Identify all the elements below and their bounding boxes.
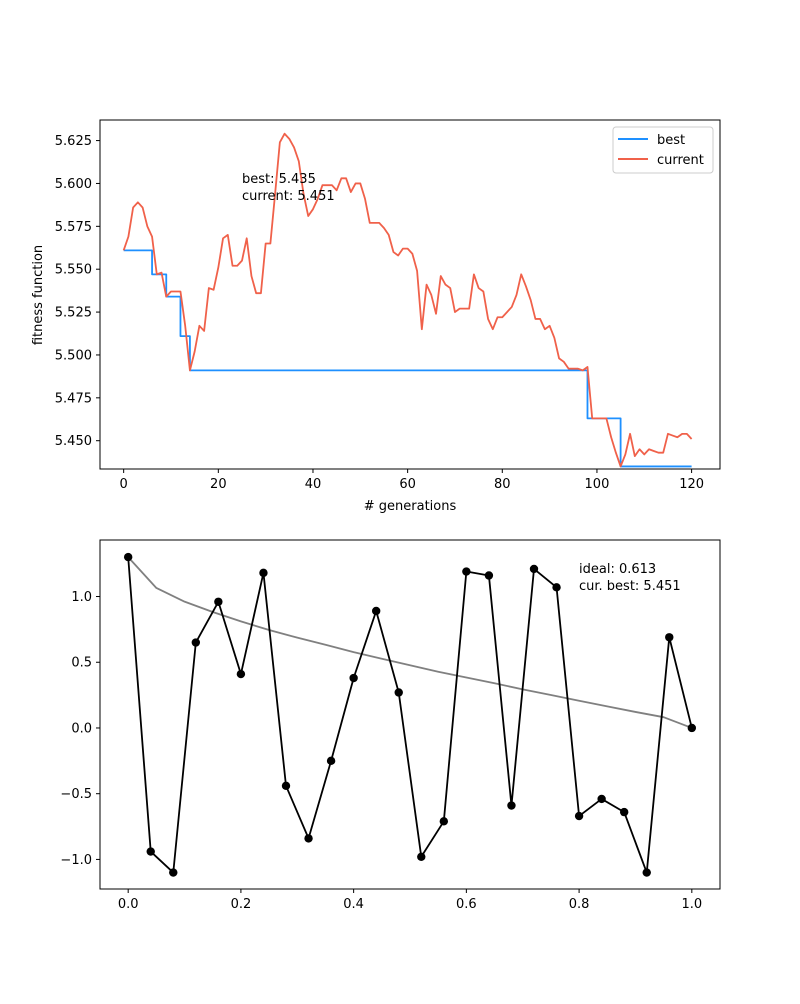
- curve-x-tick-label: 0.2: [231, 897, 252, 912]
- curve-point: [642, 868, 651, 877]
- fitness-x-tick-label: 120: [679, 477, 704, 492]
- curve-annotation-ideal: ideal: 0.613: [579, 562, 656, 577]
- curve-y-tick-label: −0.5: [60, 787, 92, 802]
- fitness-x-tick-label: 0: [120, 477, 128, 492]
- fitness-y-tick-label: 5.600: [55, 177, 92, 192]
- fitness-chart: 0 20 40 60 80 100 120 5.450 5.475 5.500 5.525 5.550…: [31, 119, 721, 514]
- fitness-x-tick-label: 40: [305, 477, 322, 492]
- x-axis-label: # generations: [364, 499, 457, 514]
- curve-point: [439, 817, 449, 826]
- fitness-y-tick-label: 5.625: [55, 134, 92, 149]
- curve-point: [191, 638, 201, 647]
- legend-label-current: current: [657, 153, 704, 168]
- curve-point: [326, 756, 336, 766]
- curve-chart: 0.0 0.2 0.4 0.6 0.8 1.0 −1.0 −0.5 0.0 0.5 1.0 idea…: [60, 539, 721, 912]
- legend-label-best: best: [657, 133, 685, 148]
- curve-point: [371, 606, 381, 616]
- curve-point: [281, 781, 291, 791]
- curve-point: [687, 723, 697, 733]
- legend: best current: [612, 126, 714, 174]
- curve-point: [529, 564, 539, 574]
- curve-point: [146, 847, 155, 856]
- y-axis-label: fitness function: [31, 245, 46, 345]
- curve-y-tick-label: 0.5: [71, 656, 92, 671]
- fitness-best-line: [123, 249, 692, 468]
- curve-point: [394, 688, 403, 697]
- fitness-y-tick-label: 5.475: [55, 391, 92, 406]
- curve-point: [123, 552, 133, 562]
- curve-y-tick-label: 0.0: [71, 721, 92, 736]
- fitness-annotation-best: best: 5.435: [242, 172, 316, 187]
- fitness-series-group: [122, 132, 693, 468]
- curve-x-tick-label: 1.0: [681, 897, 702, 912]
- fitness-x-tick-label: 20: [210, 477, 227, 492]
- curve-point: [236, 669, 246, 679]
- curve-plot-frame: [99, 539, 721, 890]
- curve-point: [462, 567, 471, 576]
- curve-point: [214, 597, 223, 606]
- curve-x-tick-label: 0.4: [343, 897, 364, 912]
- curve-point: [259, 568, 268, 578]
- curve-solution-line: [127, 557, 693, 874]
- curve-axis-ticks: 0.0 0.2 0.4 0.6 0.8 1.0 −1.0 −0.5 0.0 0.5 1.0: [60, 590, 702, 912]
- fitness-current-line: [122, 132, 693, 468]
- curve-annotation-best: cur. best: 5.451: [579, 579, 681, 594]
- curve-point: [665, 633, 674, 642]
- curve-point: [619, 807, 629, 817]
- curve-series-group: [123, 552, 697, 877]
- fitness-plot-frame: [99, 119, 721, 470]
- curve-point: [597, 794, 606, 804]
- curve-x-tick-label: 0.0: [118, 897, 139, 912]
- curve-x-tick-label: 0.6: [456, 897, 477, 912]
- curve-x-tick-label: 0.8: [569, 897, 590, 912]
- fitness-axis-ticks: 0 20 40 60 80 100 120 5.450 5.475 5.500 5.525 5.550…: [55, 134, 704, 492]
- curve-point: [574, 811, 584, 821]
- fitness-x-tick-label: 60: [399, 477, 416, 492]
- fitness-y-tick-label: 5.450: [55, 434, 92, 449]
- fitness-y-tick-label: 5.575: [55, 220, 92, 235]
- fitness-x-tick-label: 80: [494, 477, 511, 492]
- fitness-y-tick-label: 5.525: [55, 306, 92, 321]
- curve-y-tick-label: 1.0: [71, 590, 92, 605]
- curve-point: [417, 852, 426, 861]
- curve-point: [552, 583, 561, 592]
- curve-point: [507, 801, 516, 810]
- fitness-annotation-current: current: 5.451: [242, 189, 335, 204]
- curve-point: [304, 834, 313, 843]
- fitness-y-tick-label: 5.500: [55, 348, 92, 363]
- curve-y-tick-label: −1.0: [60, 853, 92, 868]
- curve-point: [484, 571, 494, 580]
- fitness-y-tick-label: 5.550: [55, 263, 92, 278]
- curve-point: [169, 868, 178, 877]
- curve-point: [349, 673, 358, 683]
- fitness-x-tick-label: 100: [585, 477, 610, 492]
